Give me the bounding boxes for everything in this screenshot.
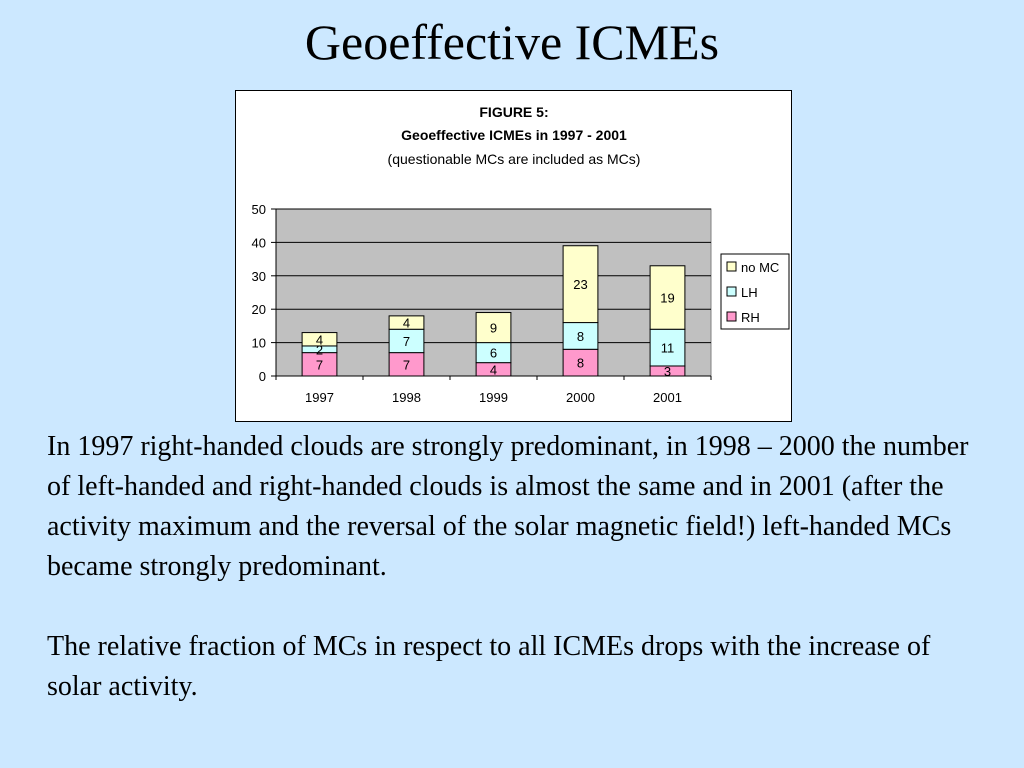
legend-swatch-lh [726, 286, 737, 297]
bar-no-mc-1997 [301, 332, 338, 347]
x-tick-label: 1997 [305, 390, 334, 405]
slide-body: In 1997 right-handed clouds are strongly… [47, 427, 982, 707]
bar-rh-2000 [562, 348, 599, 377]
slide-title: Geoeffective ICMEs [304, 14, 720, 70]
x-tick-label: 1999 [479, 390, 508, 405]
data-label: 6 [490, 346, 497, 361]
bar-no-mc-2000 [562, 245, 599, 324]
legend-swatch-no-mc [726, 261, 737, 272]
y-tick-label: 40 [252, 235, 266, 250]
bar-lh-2000 [562, 322, 599, 350]
bar-lh-2001 [649, 328, 686, 367]
legend-label: RH [741, 310, 760, 325]
data-label: 11 [661, 341, 675, 356]
data-label: 23 [573, 277, 587, 292]
data-label: 4 [490, 362, 497, 377]
data-label: 4 [316, 332, 323, 347]
bar-no-mc-1999 [475, 312, 512, 344]
data-label: 4 [403, 316, 410, 331]
x-tick-label: 2000 [566, 390, 595, 405]
legend-swatch-rh [726, 311, 737, 322]
legend-label: no MC [741, 260, 779, 275]
data-label: 2 [316, 342, 323, 357]
legend-label: LH [741, 285, 758, 300]
data-label: 7 [403, 334, 410, 349]
data-label: 8 [577, 356, 584, 371]
chart-title-line-3: (questionable MCs are included as MCs) [388, 151, 641, 167]
x-tick-label: 2001 [653, 390, 682, 405]
chart-title-line-2: Geoeffective ICMEs in 1997 - 2001 [401, 127, 627, 143]
y-tick-label: 20 [252, 302, 266, 317]
y-tick-label: 50 [252, 202, 266, 217]
data-label: 8 [577, 329, 584, 344]
data-label: 19 [660, 291, 674, 306]
chart-figure: FIGURE 5: Geoeffective ICMEs in 1997 - 20… [235, 90, 792, 422]
data-label: 3 [664, 364, 671, 379]
data-label: 7 [316, 357, 323, 372]
y-tick-label: 30 [252, 269, 266, 284]
body-paragraph-2: The relative fraction of MCs in respect … [47, 631, 931, 702]
x-tick-label: 1998 [392, 390, 421, 405]
body-paragraph-1: In 1997 right-handed clouds are strongly… [47, 431, 969, 582]
chart-svg: FIGURE 5: Geoeffective ICMEs in 1997 - 20… [252, 104, 790, 405]
y-tick-label: 0 [259, 369, 266, 384]
bar-no-mc-1998 [388, 315, 425, 330]
data-label: 7 [403, 357, 410, 372]
bar-no-mc-2001 [649, 265, 686, 330]
y-tick-label: 10 [252, 336, 266, 351]
chart-title-line-1: FIGURE 5: [479, 104, 548, 120]
data-label: 9 [490, 321, 497, 336]
